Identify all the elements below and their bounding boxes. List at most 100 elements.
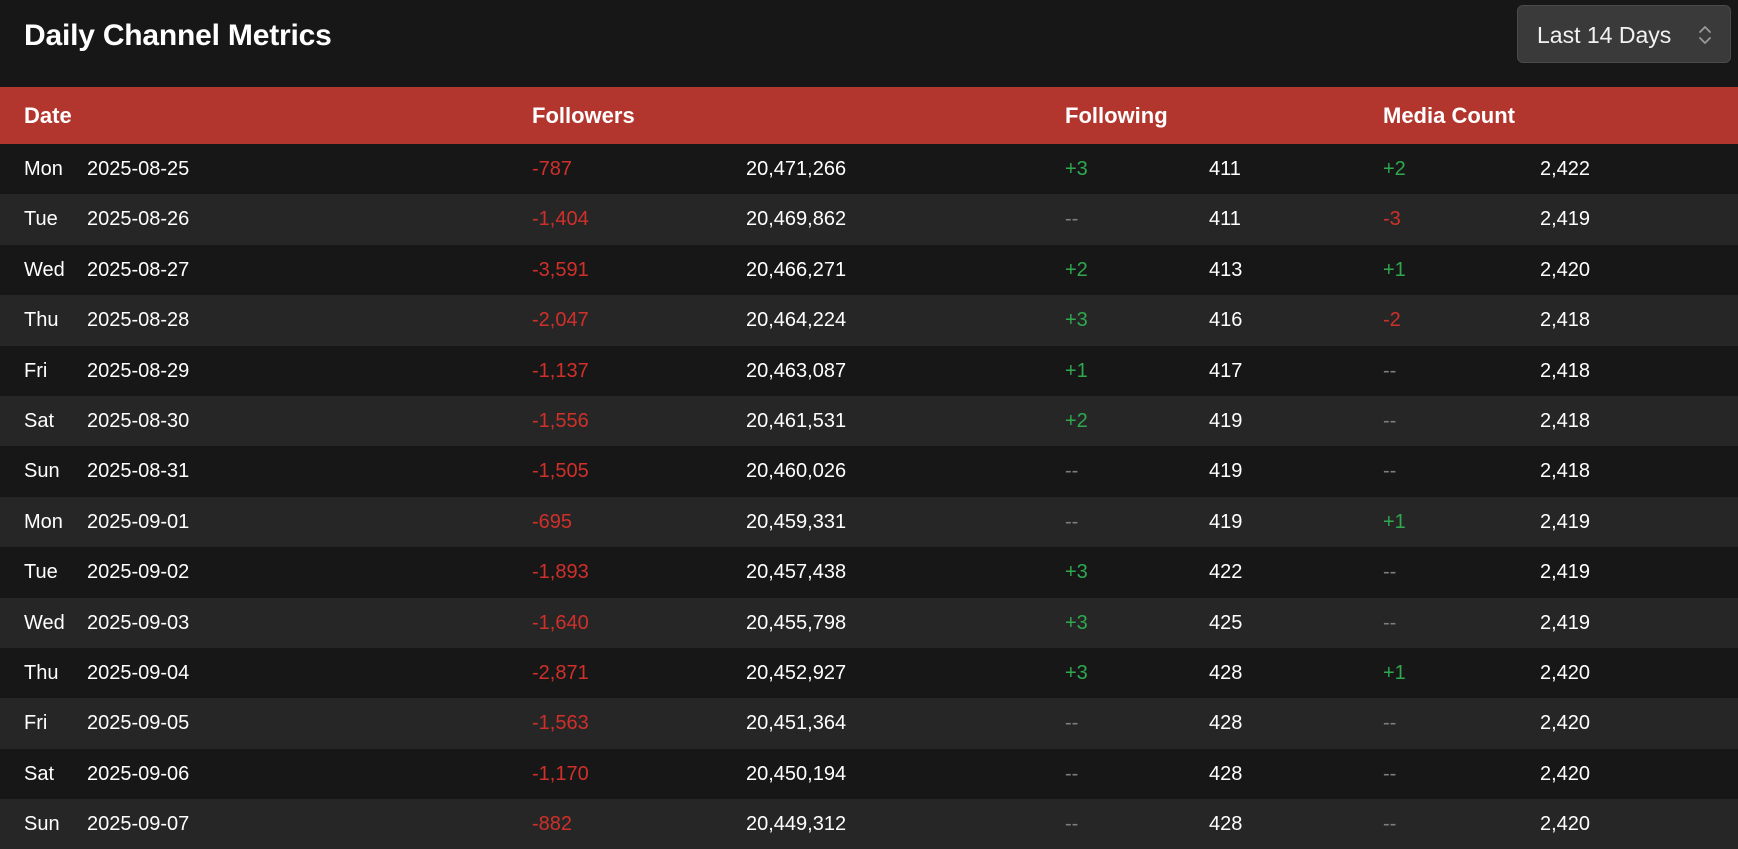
media-total-cell: 2,418: [1540, 409, 1591, 432]
column-header-following[interactable]: Following: [1065, 103, 1168, 128]
date-cell: 2025-08-25: [87, 158, 190, 180]
following-total-cell: 428: [1209, 762, 1243, 785]
following-change-cell: +3: [1065, 661, 1088, 684]
day-cell: Thu: [24, 661, 59, 684]
media-total-cell: 2,420: [1540, 661, 1591, 684]
media-change-cell: --: [1383, 611, 1397, 634]
day-cell: Sat: [24, 409, 55, 432]
column-header-followers[interactable]: Followers: [532, 103, 635, 128]
following-change-cell: --: [1065, 712, 1079, 735]
following-total-cell: 419: [1209, 460, 1243, 483]
day-cell: Thu: [24, 309, 59, 332]
media-change-cell: -2: [1383, 309, 1401, 332]
date-cell: 2025-08-31: [87, 460, 190, 483]
media-total-cell: 2,419: [1540, 561, 1591, 584]
date-range-select[interactable]: Last 14 Days: [1517, 5, 1731, 63]
media-total-cell: 2,418: [1540, 309, 1591, 332]
media-change-cell: --: [1383, 712, 1397, 735]
day-cell: Wed: [24, 611, 65, 634]
following-total-cell: 425: [1209, 611, 1243, 634]
media-change-cell: -3: [1383, 208, 1401, 231]
followers-total-cell: 20,461,531: [746, 409, 847, 432]
day-cell: Sat: [24, 762, 55, 785]
followers-change-cell: -3,591: [532, 258, 589, 281]
table-row: Wed 2025-08-27 -3,591 20,466,271 +2 413 +1 2,42…: [0, 244, 1738, 296]
following-change-cell: --: [1065, 460, 1079, 483]
followers-total-cell: 20,460,026: [746, 460, 847, 483]
media-change-cell: --: [1383, 409, 1397, 432]
followers-total-cell: 20,469,862: [746, 208, 847, 231]
media-total-cell: 2,420: [1540, 762, 1591, 785]
media-change-cell: +1: [1383, 510, 1406, 533]
date-cell: 2025-08-30: [87, 409, 190, 432]
day-cell: Tue: [24, 208, 58, 231]
media-total-cell: 2,420: [1540, 712, 1591, 735]
date-cell: 2025-09-07: [87, 813, 190, 836]
media-total-cell: 2,418: [1540, 359, 1591, 382]
table-body: Mon 2025-08-25 -787 20,471,266 +3 411 +2 2,422 T…: [0, 144, 1738, 849]
date-cell: 2025-09-05: [87, 712, 190, 735]
date-cell: 2025-08-27: [87, 258, 190, 281]
day-cell: Fri: [24, 712, 48, 735]
media-change-cell: --: [1383, 813, 1397, 836]
table-row: Fri 2025-08-29 -1,137 20,463,087 +1 417 -- 2,41…: [0, 345, 1738, 396]
media-change-cell: +1: [1383, 661, 1406, 684]
media-total-cell: 2,420: [1540, 258, 1591, 281]
media-total-cell: 2,419: [1540, 510, 1591, 533]
media-change-cell: +2: [1383, 158, 1406, 180]
table-row: Thu 2025-08-28 -2,047 20,464,224 +3 416 -2 2,41…: [0, 295, 1738, 346]
column-header-media-count[interactable]: Media Count: [1383, 103, 1515, 128]
date-cell: 2025-08-29: [87, 359, 190, 382]
following-change-cell: +2: [1065, 258, 1088, 281]
table-row: Sun 2025-08-31 -1,505 20,460,026 -- 419 -- 2,41…: [0, 446, 1738, 497]
following-change-cell: --: [1065, 208, 1079, 231]
column-header-date[interactable]: Date: [24, 103, 72, 128]
table-row: Tue 2025-09-02 -1,893 20,457,438 +3 422 -- 2,41…: [0, 547, 1738, 598]
following-change-cell: --: [1065, 510, 1079, 533]
followers-change-cell: -1,556: [532, 409, 589, 432]
media-total-cell: 2,419: [1540, 611, 1591, 634]
day-cell: Sun: [24, 460, 60, 483]
table-row: Thu 2025-09-04 -2,871 20,452,927 +3 428 +1 2,42…: [0, 647, 1738, 699]
followers-change-cell: -1,640: [532, 611, 589, 634]
followers-change-cell: -2,047: [532, 309, 589, 332]
page-header: Daily Channel Metrics Last 14 Days: [0, 0, 1738, 87]
following-change-cell: +3: [1065, 309, 1088, 332]
media-change-cell: --: [1383, 359, 1397, 382]
following-total-cell: 419: [1209, 409, 1243, 432]
followers-change-cell: -1,137: [532, 359, 589, 382]
followers-change-cell: -882: [532, 813, 573, 836]
media-change-cell: --: [1383, 561, 1397, 584]
date-range-selected-value: Last 14 Days: [1537, 22, 1672, 48]
following-total-cell: 416: [1209, 309, 1243, 332]
date-cell: 2025-09-03: [87, 611, 190, 634]
table-row: Fri 2025-09-05 -1,563 20,451,364 -- 428 -- 2,42…: [0, 698, 1738, 749]
date-cell: 2025-09-06: [87, 762, 190, 785]
table-row: Mon 2025-08-25 -787 20,471,266 +3 411 +2 2,422: [0, 144, 1738, 195]
date-cell: 2025-09-02: [87, 561, 190, 584]
date-cell: 2025-09-04: [87, 661, 190, 684]
followers-total-cell: 20,452,927: [746, 661, 847, 684]
table-row: Sat 2025-08-30 -1,556 20,461,531 +2 419 -- 2,41…: [0, 395, 1738, 447]
following-total-cell: 417: [1209, 359, 1243, 382]
day-cell: Fri: [24, 359, 48, 382]
following-change-cell: +2: [1065, 409, 1088, 432]
day-cell: Mon: [24, 158, 63, 180]
media-change-cell: --: [1383, 460, 1397, 483]
media-total-cell: 2,422: [1540, 158, 1591, 180]
followers-change-cell: -2,871: [532, 661, 589, 684]
followers-change-cell: -1,170: [532, 762, 589, 785]
followers-total-cell: 20,457,438: [746, 561, 847, 584]
following-change-cell: --: [1065, 813, 1079, 836]
followers-change-cell: -695: [532, 510, 573, 533]
followers-change-cell: -1,563: [532, 712, 589, 735]
date-cell: 2025-09-01: [87, 510, 190, 533]
following-change-cell: +3: [1065, 158, 1088, 180]
following-change-cell: +3: [1065, 611, 1088, 634]
following-total-cell: 411: [1209, 158, 1241, 180]
followers-total-cell: 20,471,266: [746, 158, 847, 180]
followers-change-cell: -1,893: [532, 561, 589, 584]
page-title: Daily Channel Metrics: [24, 19, 332, 52]
following-total-cell: 422: [1209, 561, 1243, 584]
media-change-cell: --: [1383, 762, 1397, 785]
